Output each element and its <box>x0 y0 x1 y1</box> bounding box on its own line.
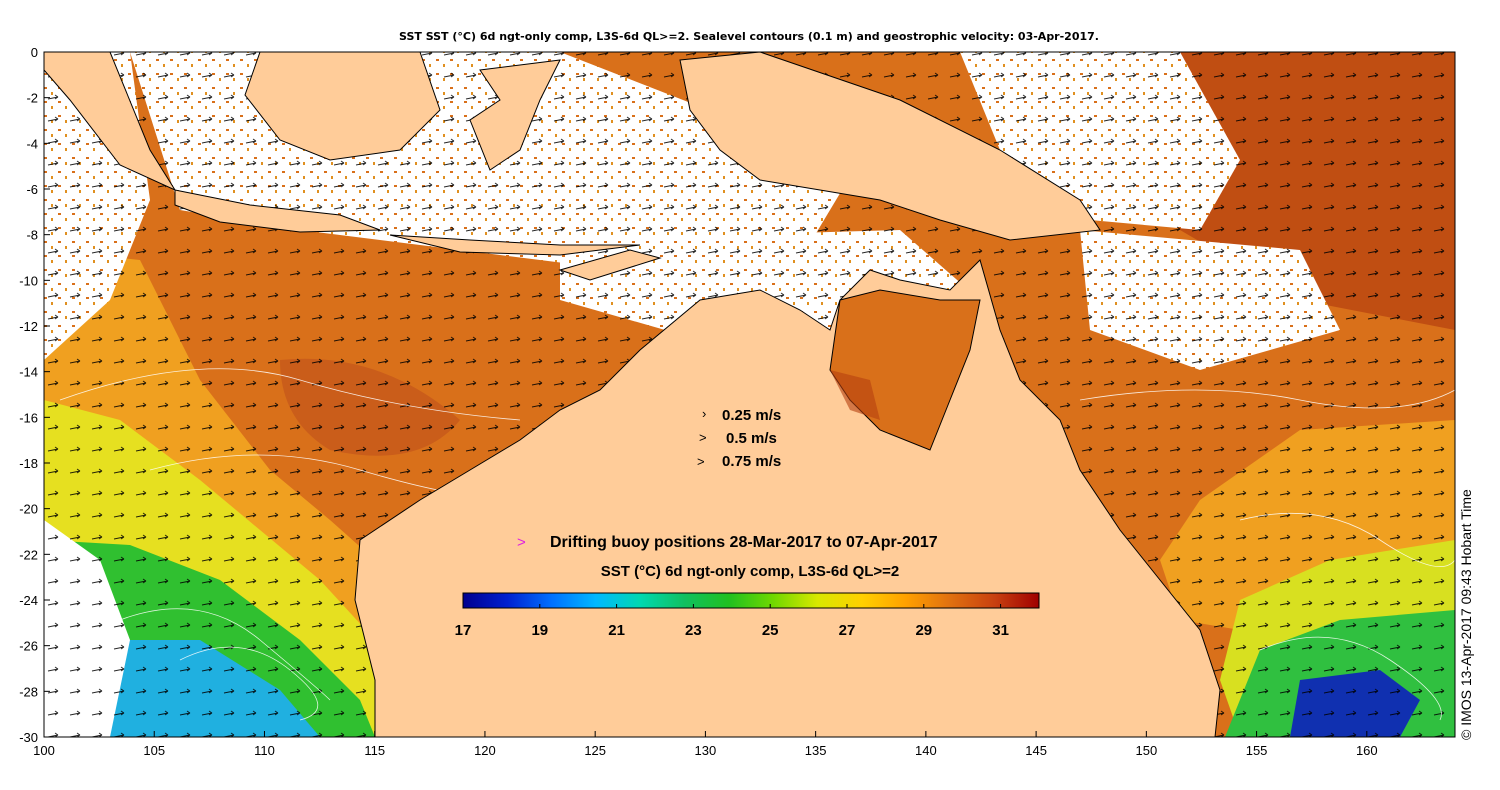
y-tick-label: -2 <box>26 91 38 106</box>
x-tick-label: 100 <box>33 743 55 758</box>
colorbar-ticks: 17 19 21 23 25 27 29 31 <box>455 604 1009 639</box>
buoy-marker-icon: > <box>517 534 526 551</box>
y-tick-label: -14 <box>19 365 38 380</box>
y-tick-label: -4 <box>26 136 38 151</box>
y-tick-label: -6 <box>26 182 38 197</box>
velocity-legend-label-3: 0.75 m/s <box>722 453 781 470</box>
y-tick-label: -28 <box>19 684 38 699</box>
credit-label: © IMOS 13-Apr-2017 09:43 Hobart Time <box>1458 489 1474 740</box>
velocity-legend-arrow-1: › <box>702 406 706 421</box>
y-tick-label: -16 <box>19 410 38 425</box>
y-tick-label: -30 <box>19 730 38 745</box>
colorbar-gradient <box>462 592 1040 609</box>
y-tick-label: -26 <box>19 639 38 654</box>
x-tick-label: 150 <box>1135 743 1157 758</box>
x-tick-label: 120 <box>474 743 496 758</box>
y-tick-label: -8 <box>26 228 38 243</box>
figure-title: SST SST (°C) 6d ngt-only comp, L3S-6d QL… <box>399 30 1099 43</box>
colorbar-tick-label: 27 <box>839 622 856 639</box>
x-tick-label: 160 <box>1356 743 1378 758</box>
colorbar-title: SST (°C) 6d ngt-only comp, L3S-6d QL>=2 <box>601 563 900 580</box>
y-tick-label: -24 <box>19 593 38 608</box>
land-masses <box>44 52 1221 737</box>
colorbar-tick-label: 25 <box>762 622 779 639</box>
colorbar-tick-label: 19 <box>531 622 548 639</box>
y-tick-label: -12 <box>19 319 38 334</box>
x-tick-label: 115 <box>364 743 385 758</box>
velocity-legend-arrow-3: > <box>697 454 705 469</box>
x-tick-label: 105 <box>143 743 165 758</box>
y-tick-label: -18 <box>19 456 38 471</box>
land-borneo <box>244 52 441 161</box>
colorbar-tick-label: 17 <box>455 622 472 639</box>
buoy-legend-label: Drifting buoy positions 28-Mar-2017 to 0… <box>550 534 938 551</box>
plot-frame <box>43 51 1456 738</box>
x-tick-label: 155 <box>1246 743 1268 758</box>
velocity-legend: › 0.25 m/s > 0.5 m/s > 0.75 m/s <box>697 406 781 470</box>
velocity-legend-label-2: 0.5 m/s <box>726 430 777 447</box>
colorbar-tick-label: 31 <box>992 622 1009 639</box>
velocity-legend-arrow-2: > <box>699 430 707 445</box>
colorbar-tick-label: 21 <box>608 622 625 639</box>
land-sumatra <box>44 52 177 192</box>
x-tick-label: 140 <box>915 743 937 758</box>
x-tick-label: 145 <box>1025 743 1047 758</box>
land-timor <box>558 249 662 281</box>
colorbar-tick-label: 23 <box>685 622 702 639</box>
land-new-guinea <box>679 52 1101 241</box>
buoy-legend: > Drifting buoy positions 28-Mar-2017 to… <box>517 534 938 551</box>
sst-colorbar: SST (°C) 6d ngt-only comp, L3S-6d QL>=2 … <box>455 563 1040 639</box>
x-tick-label: 135 <box>805 743 827 758</box>
velocity-legend-label-1: 0.25 m/s <box>722 407 781 424</box>
y-tick-label: -20 <box>19 502 38 517</box>
land-java <box>174 189 381 233</box>
y-tick-label: -22 <box>19 547 38 562</box>
y-axis: 0 -2 -4 -6 -8 -10 -12 -14 -16 -18 -20 -22 -24 -26 -28 -… <box>19 45 50 745</box>
y-tick-label: -10 <box>19 273 38 288</box>
land-sulawesi <box>469 59 561 171</box>
gulf-hot-patch <box>830 370 880 420</box>
x-tick-label: 110 <box>254 743 275 758</box>
y-tick-label: 0 <box>31 45 38 60</box>
colorbar-tick-label: 29 <box>915 622 932 639</box>
land-lesser-sunda <box>389 234 641 256</box>
map-plot-area <box>44 52 1455 737</box>
x-tick-label: 125 <box>584 743 606 758</box>
x-axis: 100 105 110 115 120 125 130 135 140 145 150 155 160 <box>33 731 1378 758</box>
x-tick-label: 130 <box>695 743 717 758</box>
